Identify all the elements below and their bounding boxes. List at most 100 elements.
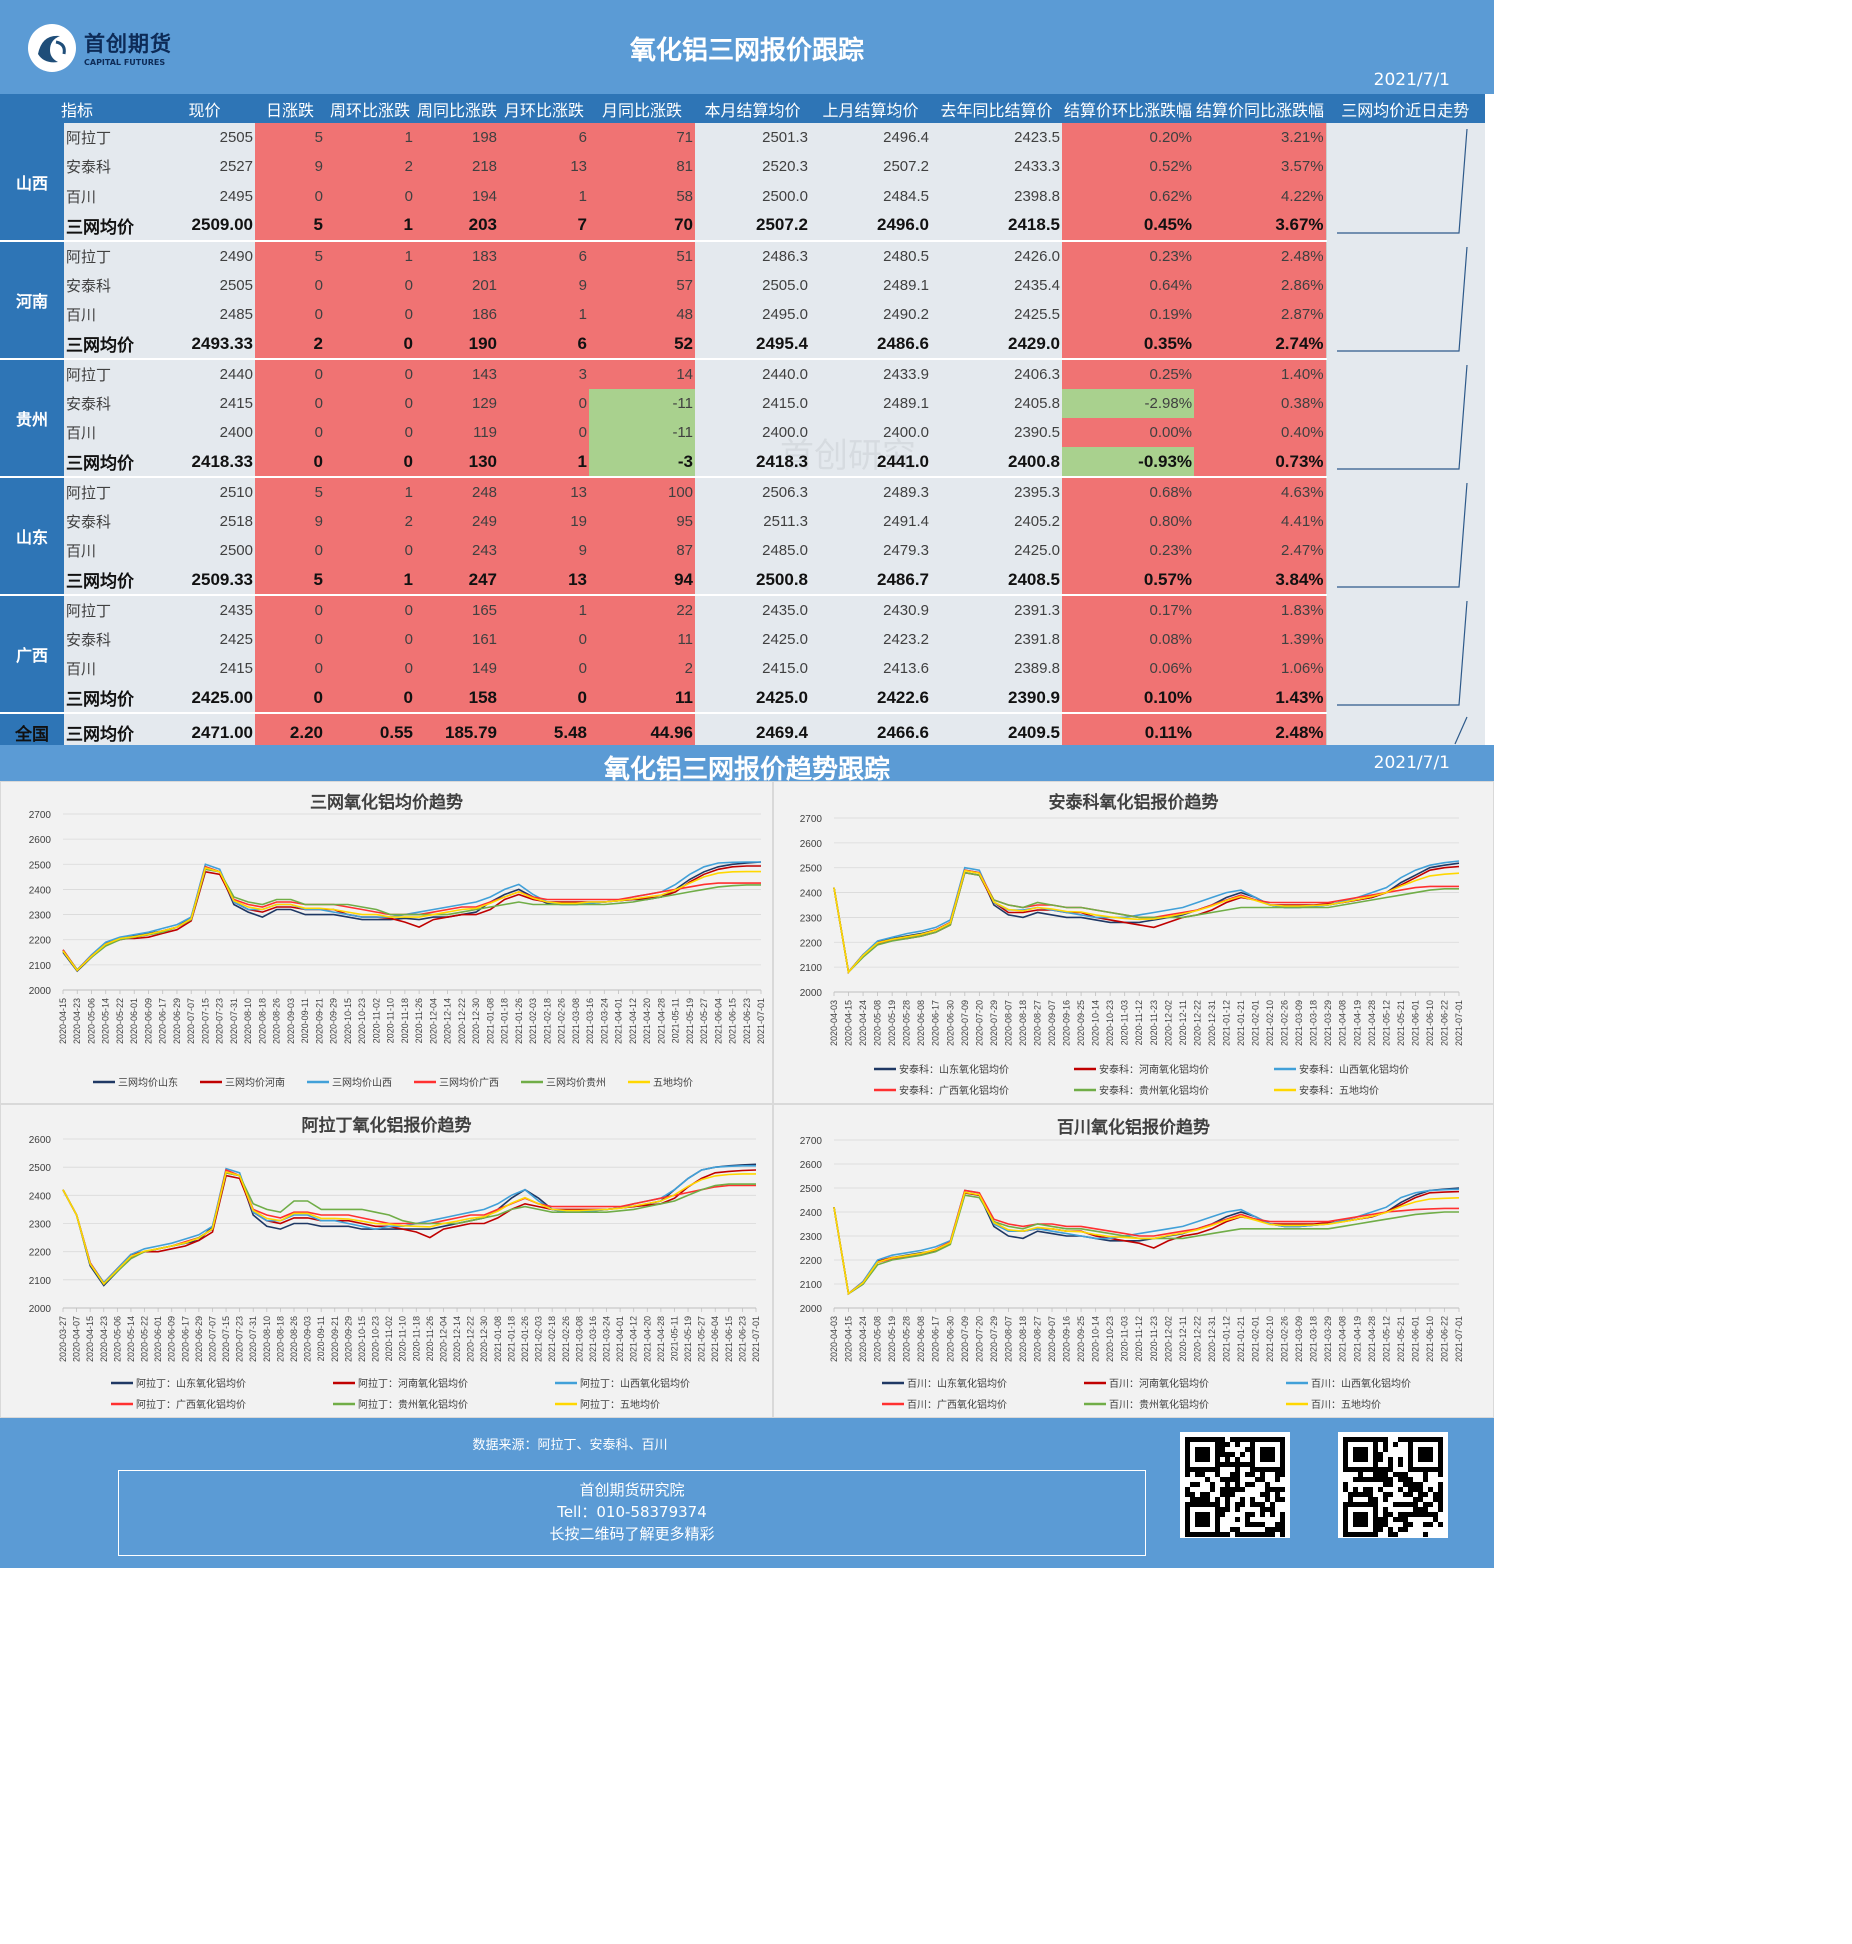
qr-module (1423, 1492, 1428, 1497)
qr-module (1280, 1532, 1285, 1537)
x-tick-label: 2020-11-18 (411, 1316, 421, 1361)
x-tick-label: 2021-03-08 (571, 998, 581, 1044)
qr-module (1378, 1472, 1383, 1477)
x-tick-label: 2020-07-07 (186, 998, 196, 1044)
value-cell: 2430.9 (810, 595, 932, 625)
x-tick-label: 2020-12-22 (457, 998, 467, 1044)
x-tick-label: 2021-05-19 (683, 1316, 693, 1362)
chart-panel-baichuan: 百川氧化铝报价趋势 2000 2100 2200 2300 2400 2500 2600 270… (773, 1104, 1494, 1418)
x-tick-label: 2020-11-03 (1120, 1316, 1130, 1361)
qr-module (1378, 1457, 1383, 1462)
x-tick-label: 2021-04-01 (614, 998, 624, 1044)
value-cell: 1 (499, 300, 590, 329)
qr-module (1265, 1527, 1270, 1532)
qr-module (1235, 1532, 1240, 1537)
qr-module (1408, 1487, 1413, 1492)
qr-module (1398, 1477, 1403, 1482)
value-cell: 3.57% (1194, 152, 1327, 182)
qr-module (1280, 1472, 1285, 1477)
qr-module (1428, 1487, 1433, 1492)
qr-module (1230, 1462, 1235, 1467)
qr-module (1190, 1497, 1195, 1502)
qr-module (1280, 1512, 1285, 1517)
qr-module (1398, 1502, 1403, 1507)
y-tick-label: 2600 (29, 1135, 52, 1146)
price-table: 指标 现价 日涨跌 周环比涨跌 周同比涨跌 月环比涨跌 月同比涨跌 本月结算均价 上月结算均价去… (0, 94, 1485, 753)
x-tick-label: 2020-09-11 (300, 998, 310, 1043)
y-tick-label: 2100 (800, 1280, 823, 1291)
value-cell: 0 (325, 625, 415, 654)
x-tick-label: 2021-05-12 (1381, 1000, 1391, 1046)
qr-module (1423, 1477, 1428, 1482)
qr-module (1383, 1437, 1388, 1442)
value-cell: 2435 (154, 595, 255, 625)
value-cell: 143 (415, 359, 500, 389)
x-tick-label: 2021-03-18 (1309, 1316, 1319, 1362)
value-cell: 2413.6 (810, 654, 932, 683)
value-cell: 0.00% (1062, 418, 1195, 447)
source-name: 安泰科 (64, 389, 154, 418)
legend-label: 安泰科：五地均价 (1299, 1084, 1379, 1097)
qr-module (1275, 1497, 1280, 1502)
x-tick-label: 2021-01-18 (506, 1316, 516, 1362)
qr-module (1280, 1497, 1285, 1502)
value-cell: 2500 (154, 536, 255, 565)
qr-module (1388, 1477, 1393, 1482)
x-tick-label: 2021-05-27 (699, 998, 709, 1044)
value-cell: 2405.2 (931, 507, 1063, 536)
value-cell: 165 (415, 595, 500, 625)
table-row: 百川 2415 0 0 149 0 2 2415.0 2413.6 2389.8 0.06% 1.06… (0, 654, 1485, 683)
legend-label: 阿拉丁：广西氧化铝均价 (136, 1398, 246, 1411)
x-tick-label: 2020-11-10 (386, 998, 396, 1043)
legend-label: 安泰科：广西氧化铝均价 (899, 1084, 1009, 1097)
value-cell: 11 (589, 683, 696, 714)
qr-module (1413, 1482, 1418, 1487)
qr-module (1225, 1497, 1230, 1502)
series-line (833, 1190, 1460, 1296)
qr-code-icon[interactable] (1180, 1432, 1290, 1538)
value-cell: 129 (415, 389, 500, 418)
x-tick-label: 2021-03-29 (1323, 1316, 1333, 1362)
value-cell: 2415 (154, 654, 255, 683)
x-tick-label: 2020-09-29 (343, 1316, 353, 1362)
x-tick-label: 2021-01-21 (1236, 1316, 1246, 1362)
watermark-text: 首创研究 (780, 436, 916, 476)
qr-module (1403, 1472, 1408, 1477)
table-row: 山西 阿拉丁 2505 5 1 198 6 71 2501.3 2496.4 2423.5 0.20%… (0, 123, 1485, 242)
value-cell: 0 (255, 359, 325, 389)
qr-module (1403, 1527, 1408, 1532)
qr-finder (1353, 1447, 1368, 1462)
x-tick-label: 2020-12-11 (1178, 1316, 1188, 1361)
x-tick-label: 2020-04-15 (844, 1316, 854, 1362)
qr-module (1438, 1472, 1443, 1477)
value-cell: 2491.4 (810, 507, 932, 536)
value-cell: 0 (325, 271, 415, 300)
value-cell: 2507.2 (810, 152, 932, 182)
x-tick-label: 2020-07-29 (989, 1316, 999, 1362)
value-cell: 2495.4 (695, 329, 811, 360)
qr-module (1195, 1497, 1200, 1502)
qr-module (1428, 1502, 1433, 1507)
qr-module (1418, 1512, 1423, 1517)
qr-module (1418, 1482, 1423, 1487)
value-cell: 2527 (154, 152, 255, 182)
value-cell: 1.39% (1194, 625, 1327, 654)
qr-module (1260, 1492, 1265, 1497)
qr-module (1378, 1517, 1383, 1522)
x-tick-label: 2020-11-12 (1134, 1316, 1144, 1361)
source-name: 三网均价 (64, 447, 154, 478)
qr-module (1265, 1497, 1270, 1502)
province-label: 广西 (0, 595, 64, 714)
qr-module (1383, 1512, 1388, 1517)
x-tick-label: 2021-01-21 (1236, 1000, 1246, 1046)
x-tick-label: 2020-08-07 (1003, 1000, 1013, 1046)
qr-module (1403, 1522, 1408, 1527)
value-cell: 2425.5 (931, 300, 1063, 329)
source-name: 三网均价 (64, 329, 154, 360)
value-cell: 2391.3 (931, 595, 1063, 625)
value-cell: 149 (415, 654, 500, 683)
qr-code-icon[interactable] (1338, 1432, 1448, 1538)
x-tick-label: 2020-07-15 (221, 1316, 231, 1362)
x-tick-label: 2021-03-24 (602, 1316, 612, 1362)
qr-module (1408, 1502, 1413, 1507)
